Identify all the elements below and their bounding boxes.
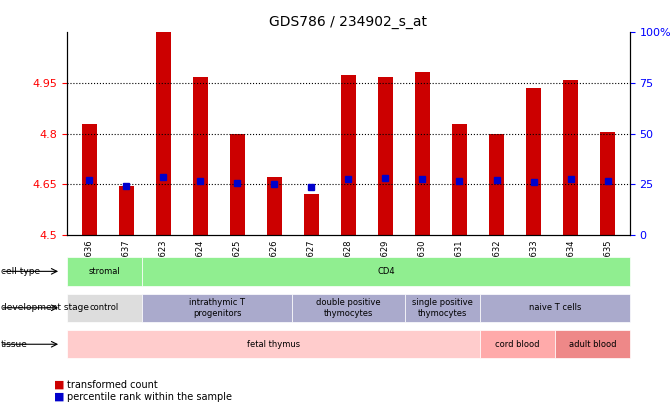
Bar bbox=[526, 88, 541, 235]
Text: cord blood: cord blood bbox=[495, 340, 539, 349]
Bar bbox=[193, 77, 208, 235]
Text: intrathymic T
progenitors: intrathymic T progenitors bbox=[189, 298, 245, 318]
Text: tissue: tissue bbox=[1, 340, 27, 349]
Text: transformed count: transformed count bbox=[67, 380, 157, 390]
Title: GDS786 / 234902_s_at: GDS786 / 234902_s_at bbox=[269, 15, 427, 29]
Text: ■: ■ bbox=[54, 392, 64, 402]
Text: cell type: cell type bbox=[1, 267, 40, 276]
Text: fetal thymus: fetal thymus bbox=[247, 340, 300, 349]
Text: naive T cells: naive T cells bbox=[529, 303, 581, 312]
Bar bbox=[82, 124, 96, 235]
Text: percentile rank within the sample: percentile rank within the sample bbox=[67, 392, 232, 402]
Bar bbox=[489, 134, 504, 235]
Bar bbox=[341, 75, 356, 235]
Text: adult blood: adult blood bbox=[569, 340, 616, 349]
Text: single positive
thymocytes: single positive thymocytes bbox=[412, 298, 472, 318]
Text: development stage: development stage bbox=[1, 303, 88, 312]
Bar bbox=[119, 186, 133, 235]
Bar bbox=[600, 132, 615, 235]
Text: control: control bbox=[90, 303, 119, 312]
Bar bbox=[156, 32, 171, 235]
Bar bbox=[267, 177, 282, 235]
Bar bbox=[563, 80, 578, 235]
Text: CD4: CD4 bbox=[377, 267, 395, 276]
Text: double positive
thymocytes: double positive thymocytes bbox=[316, 298, 381, 318]
Bar bbox=[415, 72, 430, 235]
Bar bbox=[378, 77, 393, 235]
Text: stromal: stromal bbox=[88, 267, 121, 276]
Bar bbox=[304, 194, 319, 235]
Text: ■: ■ bbox=[54, 380, 64, 390]
Bar bbox=[452, 124, 467, 235]
Bar bbox=[230, 134, 245, 235]
